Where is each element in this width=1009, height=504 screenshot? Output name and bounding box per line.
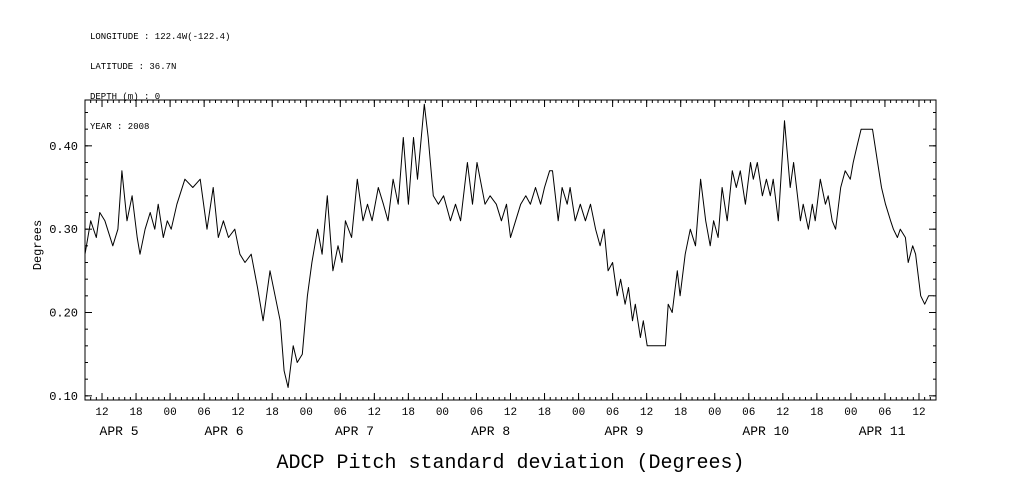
x-tick-label: 12: [232, 407, 245, 419]
x-tick-label: 06: [334, 407, 347, 419]
metadata-year: YEAR : 2008: [90, 122, 150, 132]
x-tick-label: 18: [810, 407, 823, 419]
x-tick-label: 06: [878, 407, 891, 419]
x-tick-label: 00: [572, 407, 585, 419]
y-tick-label: 0.20: [49, 307, 78, 321]
x-tick-label: 12: [368, 407, 381, 419]
metadata-header: LONGITUDE : 122.4W(-122.4) LATITUDE : 36…: [90, 12, 230, 142]
chart-title: ADCP Pitch standard deviation (Degrees): [276, 452, 745, 475]
x-day-label: APR 8: [471, 424, 510, 439]
plot-frame: [84, 99, 937, 401]
x-tick-label: 00: [708, 407, 721, 419]
x-tick-label: 18: [402, 407, 415, 419]
metadata-latitude: LATITUDE : 36.7N: [90, 62, 177, 72]
x-tick-label: 12: [776, 407, 789, 419]
x-tick-label: 12: [912, 407, 925, 419]
y-tick-label: 0.30: [49, 223, 78, 237]
x-day-label: APR 7: [335, 424, 374, 439]
x-day-label: APR 10: [742, 424, 789, 439]
x-day-label: APR 5: [100, 424, 139, 439]
x-tick-label: 00: [300, 407, 313, 419]
x-tick-label: 06: [606, 407, 619, 419]
x-tick-label: 12: [640, 407, 653, 419]
x-tick-label: 18: [674, 407, 687, 419]
x-tick-label: 18: [129, 407, 142, 419]
x-tick-label: 06: [470, 407, 483, 419]
metadata-longitude: LONGITUDE : 122.4W(-122.4): [90, 32, 231, 42]
x-tick-label: 00: [163, 407, 176, 419]
x-day-label: APR 11: [859, 424, 906, 439]
y-tick-label: 0.10: [49, 390, 78, 404]
x-tick-label: 06: [742, 407, 755, 419]
x-tick-label: 12: [504, 407, 517, 419]
x-tick-label: 18: [538, 407, 551, 419]
x-tick-label: 00: [844, 407, 857, 419]
x-tick-label: 06: [198, 407, 211, 419]
data-line: [84, 103, 934, 388]
metadata-depth: DEPTH (m) : 0: [90, 92, 161, 102]
y-tick-label: 0.40: [49, 140, 78, 154]
x-day-label: APR 6: [204, 424, 243, 439]
x-tick-label: 12: [95, 407, 108, 419]
x-day-label: APR 9: [604, 424, 643, 439]
x-tick-label: 00: [436, 407, 449, 419]
x-tick-label: 18: [266, 407, 279, 419]
